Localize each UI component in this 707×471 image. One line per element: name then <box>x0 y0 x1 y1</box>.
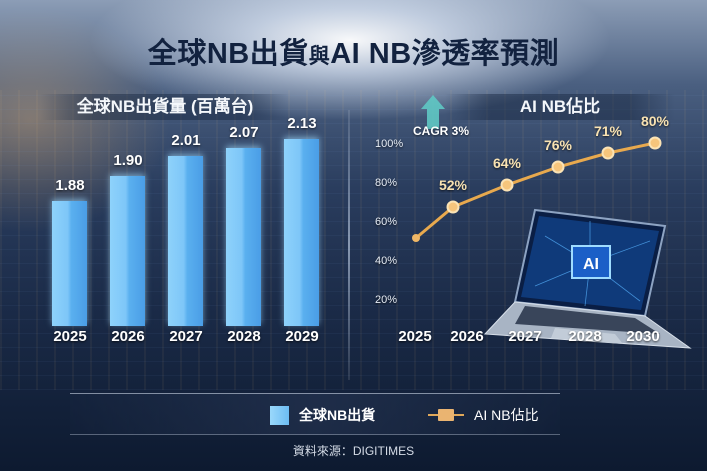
line-chart-title: AI NB佔比 <box>445 94 675 120</box>
bar-x-label: 2026 <box>111 328 145 345</box>
bar-x-label: 2027 <box>169 328 203 345</box>
bar-value-label: 2.01 <box>171 132 201 149</box>
cagr-annotation: CAGR 3% <box>413 124 470 138</box>
laptop-ai-chip-text: AI <box>583 256 599 273</box>
bar-2027: 2.01 <box>168 132 203 326</box>
line-x-label: 2028 <box>568 328 602 345</box>
bar-value-label: 1.88 <box>55 177 85 194</box>
title-part1: 全球NB出貨 <box>147 38 309 70</box>
line-start-point <box>412 234 420 242</box>
line-x-label: 2030 <box>626 328 660 345</box>
title-part2: AI NB滲透率預測 <box>330 38 560 70</box>
line-swatch-icon <box>428 409 464 421</box>
title-connector: 與 <box>308 45 331 68</box>
bar-2028: 2.07 <box>226 124 261 326</box>
bar-x-label: 2029 <box>285 328 319 345</box>
bar-rect <box>226 148 261 326</box>
y-tick-60: 60% <box>375 216 398 228</box>
ai-nb-share-line-chart: AI AI NB佔比 CAGR 3% 100% 80% 60% 40% 20% … <box>355 88 707 388</box>
line-x-label: 2026 <box>450 328 484 345</box>
bar-2026: 1.90 <box>110 152 145 326</box>
bar-chart-title: 全球NB出貨量 (百萬台) <box>40 94 290 120</box>
line-value-label: 80% <box>640 113 670 129</box>
bar-x-label: 2028 <box>227 328 261 345</box>
panel-divider <box>348 110 350 380</box>
line-value-label: 52% <box>438 177 468 193</box>
line-x-label: 2025 <box>398 328 432 345</box>
line-series <box>412 136 662 242</box>
bar-rect <box>110 176 145 326</box>
line-value-label: 71% <box>593 123 623 139</box>
legend-item-ai-share: AI NB佔比 <box>428 405 539 425</box>
legend-label-ai-share: AI NB佔比 <box>474 407 539 423</box>
bar-rect <box>52 201 87 326</box>
line-value-label: 76% <box>543 137 573 153</box>
legend-label-shipments: 全球NB出貨 <box>299 407 376 423</box>
page-title: 全球NB出貨與AI NB滲透率預測 <box>0 30 707 72</box>
bar-value-label: 2.07 <box>229 124 259 141</box>
y-tick-100: 100% <box>375 138 404 150</box>
line-value-label: 64% <box>492 155 522 171</box>
bar-2025: 1.88 <box>52 177 87 326</box>
line-x-label: 2027 <box>508 328 542 345</box>
shipments-bar-chart: 全球NB出貨量 (百萬台) 1.88 2025 1.90 2026 2.01 2027 2.… <box>0 88 345 388</box>
bar-x-label: 2025 <box>53 328 87 345</box>
y-tick-20: 20% <box>375 294 398 306</box>
ai-laptop-illustration: AI <box>483 208 692 349</box>
y-tick-40: 40% <box>375 255 398 267</box>
bar-rect <box>168 156 203 326</box>
bar-value-label: 2.13 <box>287 115 317 132</box>
legend: 全球NB出貨 AI NB佔比 <box>70 393 560 435</box>
cagr-up-arrow-icon <box>421 95 445 129</box>
bar-value-label: 1.90 <box>113 152 143 169</box>
bar-rect <box>284 139 319 326</box>
bar-2029: 2.13 <box>284 115 319 326</box>
source-note: 資料來源：DIGITIMES <box>292 444 415 458</box>
legend-item-shipments: 全球NB出貨 <box>270 405 375 425</box>
y-tick-80: 80% <box>375 177 398 189</box>
bar-swatch-icon <box>270 405 289 425</box>
